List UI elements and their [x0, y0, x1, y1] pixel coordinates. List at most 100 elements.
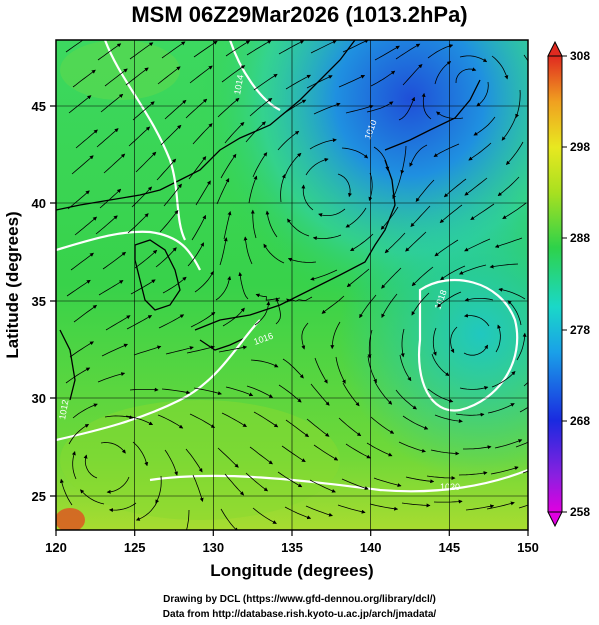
- streamline: [498, 287, 526, 300]
- streamline: [195, 180, 211, 206]
- streamline: [373, 146, 390, 171]
- streamline: [401, 502, 431, 508]
- streamline: [132, 101, 155, 121]
- streamline: [338, 417, 362, 437]
- streamline: [133, 345, 162, 356]
- streamline: [455, 67, 477, 84]
- streamline: [128, 126, 151, 147]
- streamline: [434, 239, 459, 257]
- streamline: [395, 43, 421, 60]
- isobar-label: 1020: [440, 482, 460, 492]
- x-tick-labels: 120 125 130 135 140 145 150: [45, 540, 539, 555]
- streamline: [72, 403, 98, 419]
- streamline: [223, 211, 232, 240]
- streamline: [411, 292, 430, 316]
- streamline: [465, 504, 495, 511]
- streamline: [83, 454, 98, 479]
- streamline: [164, 99, 187, 120]
- streamline: [250, 359, 279, 368]
- streamline: [161, 388, 191, 395]
- x-tick-label: 150: [517, 540, 539, 555]
- streamline: [374, 381, 393, 405]
- streamline: [409, 144, 428, 167]
- streamline: [217, 447, 239, 468]
- wind-streamlines: [59, 40, 528, 530]
- streamline: [277, 130, 300, 151]
- streamline: [433, 499, 463, 504]
- streamline: [155, 247, 177, 268]
- streamline: [186, 345, 215, 354]
- streamline: [366, 101, 394, 113]
- footer-credit-data: Data from http://database.rish.kyoto-u.a…: [162, 609, 437, 620]
- streamline: [507, 300, 522, 326]
- streamline: [220, 508, 239, 530]
- colorbar-tick-label: 258: [570, 505, 590, 519]
- streamline: [458, 264, 487, 275]
- streamline: [68, 95, 92, 114]
- streamline: [494, 439, 523, 449]
- streamline: [430, 449, 460, 456]
- streamline: [280, 173, 286, 203]
- streamline: [398, 441, 426, 453]
- streamline: [101, 343, 129, 357]
- streamline: [491, 55, 509, 80]
- streamline: [285, 74, 311, 90]
- streamline: [337, 173, 352, 198]
- streamline: [309, 479, 336, 493]
- streamline: [135, 501, 158, 521]
- streamline: [255, 293, 281, 301]
- streamline: [127, 213, 149, 234]
- streamline: [187, 242, 204, 267]
- streamline: [305, 505, 333, 517]
- streamline: [437, 291, 462, 308]
- streamline: [248, 175, 258, 204]
- x-tick-label: 130: [202, 540, 224, 555]
- streamline: [405, 231, 427, 252]
- streamline: [66, 279, 91, 297]
- streamline: [455, 412, 485, 417]
- y-axis-title: Latitude (degrees): [3, 211, 22, 358]
- streamline: [252, 507, 277, 524]
- colorbar-tick-label: 268: [570, 414, 590, 428]
- streamline: [281, 445, 306, 463]
- streamline: [221, 65, 246, 83]
- streamline: [463, 344, 488, 356]
- streamline: [105, 315, 131, 331]
- streamline: [433, 143, 460, 157]
- streamline: [95, 215, 118, 235]
- streamline: [96, 128, 119, 148]
- streamline: [402, 64, 423, 86]
- streamline: [163, 183, 182, 207]
- streamline: [134, 249, 158, 269]
- streamline: [75, 129, 98, 149]
- streamline: [421, 92, 432, 120]
- streamline: [468, 142, 492, 161]
- streamline: [463, 313, 490, 327]
- streamline: [194, 270, 214, 293]
- streamline: [440, 265, 466, 281]
- streamline: [80, 489, 105, 505]
- streamline: [162, 276, 187, 294]
- x-axis-ticks: [55, 530, 529, 536]
- streamline: [104, 415, 134, 420]
- streamline: [314, 357, 328, 384]
- streamline: [263, 243, 285, 264]
- streamline: [487, 403, 515, 414]
- streamline: [74, 216, 97, 236]
- streamline: [216, 178, 230, 205]
- streamline: [100, 442, 126, 454]
- streamline: [221, 412, 247, 428]
- streamline: [253, 73, 278, 91]
- streamline: [427, 44, 454, 59]
- streamline: [103, 153, 126, 174]
- streamline: [486, 501, 515, 510]
- streamline: [224, 121, 245, 144]
- streamline: [188, 156, 207, 180]
- streamline: [459, 55, 488, 63]
- y-tick-label: 40: [32, 196, 46, 211]
- y-axis-ticks: [50, 105, 56, 497]
- streamline: [218, 345, 248, 353]
- streamline: [70, 252, 94, 271]
- streamline: [313, 444, 339, 461]
- streamline: [129, 42, 154, 60]
